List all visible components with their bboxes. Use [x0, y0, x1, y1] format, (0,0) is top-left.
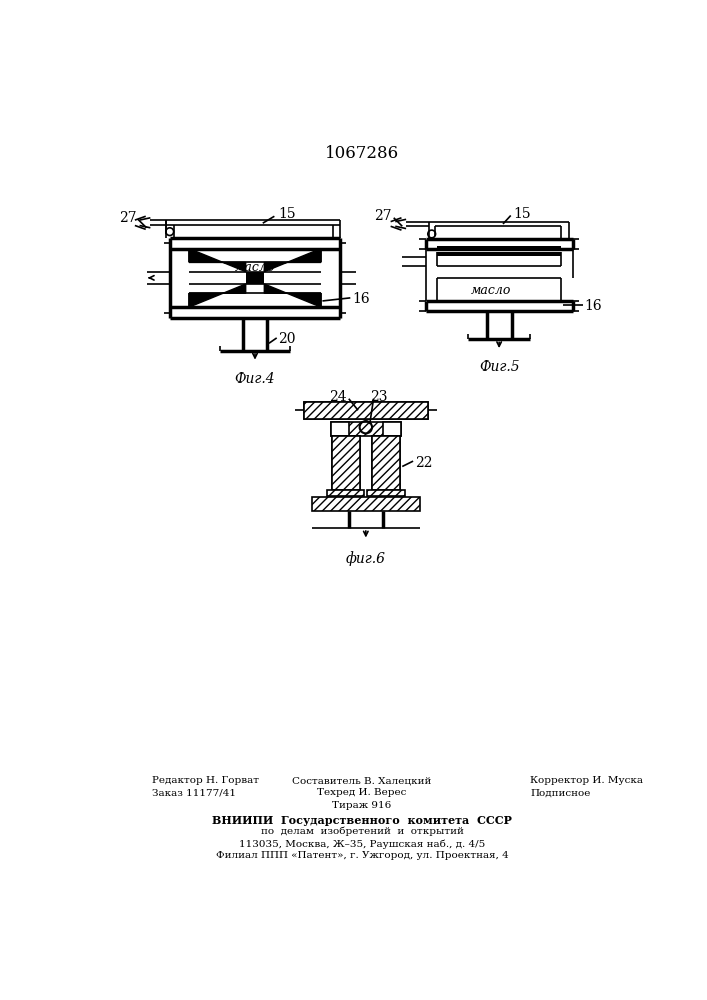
- Text: 20: 20: [279, 332, 296, 346]
- Text: Корректор И. Муска: Корректор И. Муска: [530, 776, 643, 785]
- Text: ВНИИПИ  Государственного  комитета  СССР: ВНИИПИ Государственного комитета СССР: [212, 815, 512, 826]
- Text: 113035, Москва, Ж–35, Раушская наб., д. 4/5: 113035, Москва, Ж–35, Раушская наб., д. …: [239, 839, 485, 849]
- Text: по  делам  изобретений  и  открытий: по делам изобретений и открытий: [260, 827, 463, 836]
- Text: 22: 22: [414, 456, 432, 470]
- Text: Техред И. Верес: Техред И. Верес: [317, 788, 407, 797]
- Bar: [368, 490, 404, 496]
- Bar: [304, 402, 428, 419]
- Bar: [304, 402, 428, 419]
- Text: 16: 16: [585, 299, 602, 313]
- Bar: [437, 252, 561, 256]
- Text: 15: 15: [513, 207, 531, 221]
- Bar: [372, 436, 400, 490]
- Text: Составитель В. Халецкий: Составитель В. Халецкий: [292, 776, 432, 785]
- Polygon shape: [189, 284, 246, 307]
- Bar: [372, 436, 400, 490]
- Text: 27: 27: [375, 209, 392, 223]
- Text: масло: масло: [235, 261, 275, 274]
- Polygon shape: [264, 249, 321, 272]
- Bar: [312, 497, 420, 511]
- Bar: [383, 422, 401, 436]
- Bar: [246, 272, 264, 284]
- Bar: [331, 422, 349, 436]
- Text: Фиг.4: Фиг.4: [235, 372, 275, 386]
- Polygon shape: [264, 284, 321, 307]
- Text: Редактор Н. Горват: Редактор Н. Горват: [152, 776, 259, 785]
- Text: Филиал ППП «Патент», г. Ужгород, ул. Проектная, 4: Филиал ППП «Патент», г. Ужгород, ул. Про…: [216, 852, 508, 860]
- Text: Заказ 11177/41: Заказ 11177/41: [152, 788, 236, 797]
- Text: 27: 27: [119, 211, 136, 225]
- Text: 1067286: 1067286: [325, 145, 399, 162]
- Bar: [331, 422, 401, 436]
- Text: 15: 15: [279, 207, 296, 221]
- Bar: [332, 436, 360, 490]
- Text: Подписное: Подписное: [530, 788, 590, 797]
- Text: Тираж 916: Тираж 916: [332, 801, 392, 810]
- Text: 23: 23: [370, 390, 387, 404]
- Text: фиг.6: фиг.6: [346, 551, 386, 566]
- Bar: [437, 246, 561, 249]
- Bar: [332, 436, 360, 490]
- Text: Фиг.5: Фиг.5: [479, 360, 520, 374]
- Text: 16: 16: [352, 292, 370, 306]
- Bar: [327, 490, 364, 496]
- Polygon shape: [189, 249, 246, 272]
- Text: масло: масло: [471, 284, 512, 297]
- Text: 24: 24: [329, 390, 346, 404]
